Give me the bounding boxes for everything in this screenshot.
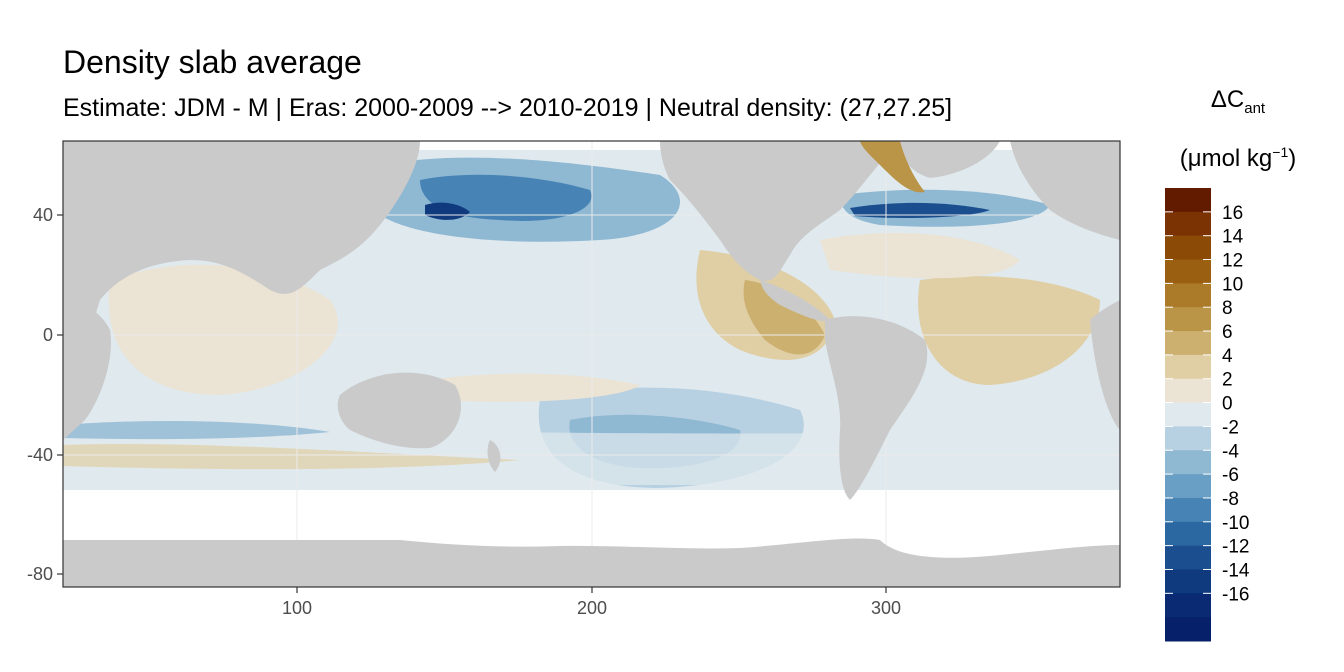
legend-tick-label: 12	[1222, 251, 1243, 272]
legend-color-bin	[1165, 617, 1211, 642]
legend-color-bin	[1165, 331, 1211, 356]
plot-subtitle: Estimate: JDM - M | Eras: 2000-2009 --> …	[63, 94, 953, 122]
legend-color-bin	[1165, 283, 1211, 308]
field-indian-pos	[108, 264, 338, 395]
land-africa	[63, 300, 111, 440]
legend-color-bin	[1165, 235, 1211, 261]
land-greenland	[900, 141, 1000, 178]
legend-tick-label: 8	[1222, 298, 1233, 319]
legend-tick-label: -4	[1222, 441, 1239, 462]
legend-color-bin	[1165, 378, 1211, 404]
land-central-america	[760, 280, 830, 322]
legend-tick-label: -10	[1222, 513, 1249, 534]
legend-color-bin	[1165, 354, 1211, 380]
legend-unit: (μmol kg−1)	[1179, 144, 1297, 172]
land-africa-east	[1090, 300, 1120, 430]
legend-color-bin	[1165, 569, 1211, 594]
field-npac-core	[425, 202, 470, 220]
legend-color-bin	[1165, 497, 1211, 523]
legend-title: ΔCant	[1210, 86, 1266, 117]
legend-color-bin	[1165, 450, 1211, 475]
field-pac-tropic	[359, 269, 731, 346]
land-layer	[63, 141, 1120, 587]
legend-tick-label: -16	[1222, 584, 1249, 605]
plot-title: Density slab average	[63, 44, 362, 80]
land-europe	[1010, 141, 1120, 240]
legend-tick-label: -12	[1222, 537, 1249, 558]
legend-tick-label: -8	[1222, 489, 1239, 510]
y-tick-label: 40	[33, 205, 53, 225]
field-so-pos	[63, 443, 520, 470]
legend-color-bin	[1165, 402, 1211, 427]
land-south-america	[825, 316, 928, 500]
legend-tick-label: 14	[1222, 227, 1244, 248]
legend-color-bin	[1165, 545, 1211, 570]
land-north-america	[660, 141, 900, 281]
y-tick-label: -40	[27, 445, 53, 465]
land-antarctica	[63, 538, 1120, 587]
field-natl-pos	[820, 232, 1020, 279]
legend-tick-label: 6	[1222, 322, 1233, 343]
legend-tick-label: -14	[1222, 560, 1250, 581]
field-atl-pos	[918, 276, 1100, 385]
x-tick-label: 200	[577, 598, 607, 618]
x-axis: 100 200 300	[282, 587, 901, 618]
land-australia	[337, 372, 461, 449]
legend-tick-label: 0	[1222, 394, 1233, 415]
legend-tick-label: 2	[1222, 370, 1233, 391]
land-eurasia	[63, 141, 420, 420]
legend-tick-label: 16	[1222, 203, 1243, 224]
legend-color-bin	[1165, 474, 1211, 499]
x-tick-label: 100	[282, 598, 312, 618]
field-epac-strong	[743, 280, 825, 355]
legend-colorbar	[1165, 188, 1211, 642]
legend-color-bin	[1165, 211, 1211, 237]
legend-tick-label: -2	[1222, 417, 1239, 438]
legend-tick-label: 4	[1222, 346, 1233, 367]
field-so-neg	[63, 420, 330, 440]
y-tick-label: -80	[27, 564, 53, 584]
land-new-zealand	[487, 440, 501, 472]
legend-color-bin	[1165, 307, 1211, 332]
legend-color-bin	[1165, 188, 1211, 213]
legend-color-bin	[1165, 593, 1211, 618]
field-spac-pos	[430, 373, 640, 402]
x-tick-label: 300	[871, 598, 901, 618]
map-layers	[63, 141, 1120, 587]
field-labrador-pos	[860, 141, 925, 193]
legend-tick-label: 10	[1222, 274, 1243, 295]
legend-color-bin	[1165, 259, 1211, 284]
y-tick-label: 0	[43, 325, 53, 345]
field-natl-core	[850, 202, 990, 218]
legend-color-bin	[1165, 426, 1211, 451]
legend-tick-label: -6	[1222, 465, 1239, 486]
y-axis: 40 0 -40 -80	[27, 205, 63, 584]
legend-color-bin	[1165, 521, 1211, 547]
